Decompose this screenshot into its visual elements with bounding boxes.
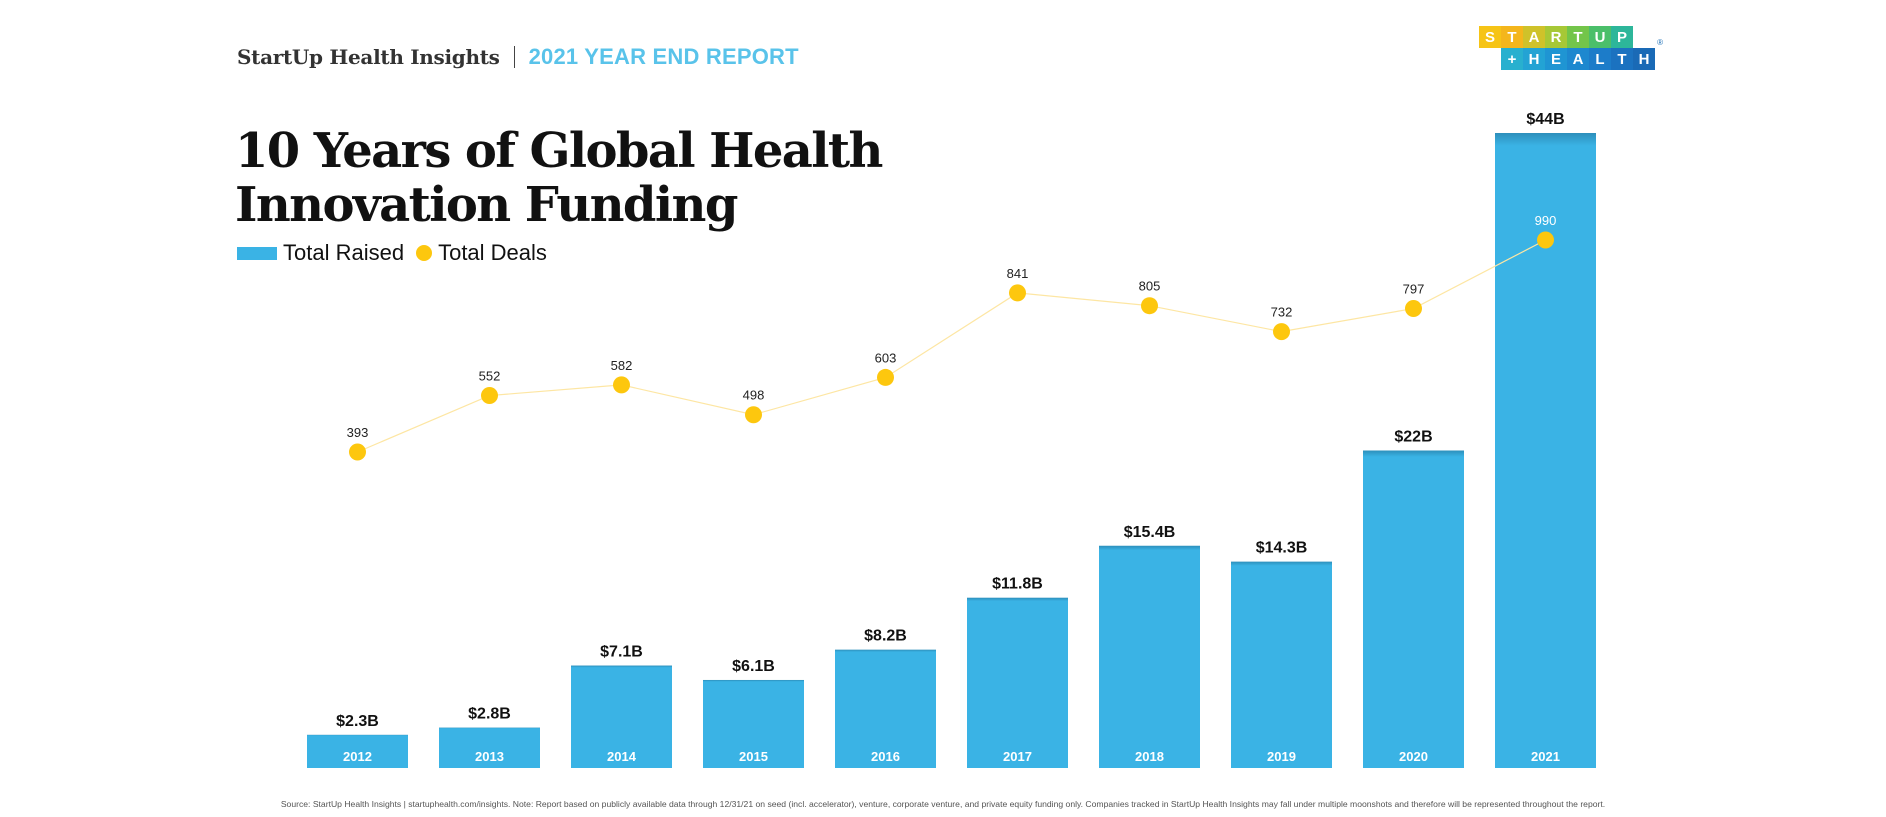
deal-value-label-2020: 797 (1403, 282, 1425, 297)
deal-value-label-2015: 498 (743, 388, 765, 403)
header-separator (513, 46, 515, 68)
deal-value-label-2021: 990 (1535, 213, 1557, 228)
bar-2017 (967, 597, 1068, 768)
deal-value-label-2014: 582 (611, 358, 633, 373)
bar-2020 (1363, 450, 1464, 768)
bar-2013 (439, 727, 540, 768)
bar-2021 (1495, 133, 1596, 768)
bar-2012 (307, 734, 408, 768)
logo-bottom-letter-4: L (1589, 48, 1611, 70)
chart-title-line-1: 10 Years of Global Health (235, 123, 883, 179)
bar-2019 (1231, 561, 1332, 768)
deal-point-2020 (1405, 300, 1422, 318)
x-tick-label-2018: 2018 (1135, 749, 1164, 764)
logo-bottom-letter-0: + (1501, 48, 1523, 70)
deal-point-2019 (1273, 323, 1290, 341)
bar-2018 (1099, 545, 1200, 768)
logo-top-letter-1: T (1501, 26, 1523, 48)
deals-line-layer: 393 552 582 498 603 841 805 732 797 990 (347, 213, 1557, 461)
legend-dot-swatch (416, 245, 433, 261)
bar-value-label-2012: $2.3B (336, 713, 379, 730)
report-header: StartUp Health Insights 2021 YEAR END RE… (237, 40, 799, 74)
logo-bottom-row: + H E A L T H (1501, 48, 1659, 70)
bar-value-label-2017: $11.8B (992, 576, 1043, 593)
deal-point-2018 (1141, 297, 1158, 315)
logo-top-letter-5: U (1589, 26, 1611, 48)
logo-top-letter-0: S (1479, 26, 1501, 48)
bars-layer: $2.3B 2012 $2.8B 2013 $7.1B 2014 $6.1B 2015 $8.2… (307, 111, 1596, 768)
deal-point-2014 (613, 376, 630, 394)
bar-value-label-2016: $8.2B (864, 628, 907, 645)
deal-value-label-2012: 393 (347, 425, 369, 440)
chart-title: 10 Years of Global Health Innovation Fun… (235, 124, 935, 232)
bar-value-label-2013: $2.8B (468, 706, 511, 723)
bar-value-label-2018: $15.4B (1124, 524, 1176, 541)
deal-value-label-2017: 841 (1007, 266, 1029, 281)
brand-name: StartUp Health Insights (237, 45, 500, 69)
logo-bottom-letter-2: E (1545, 48, 1567, 70)
bar-value-label-2021: $44B (1526, 111, 1564, 128)
logo-bottom-letter-1: H (1523, 48, 1545, 70)
logo-bottom-letter-6: H (1633, 48, 1655, 70)
logo-bottom-letter-3: A (1567, 48, 1589, 70)
deal-value-label-2016: 603 (875, 350, 897, 365)
x-tick-label-2019: 2019 (1267, 749, 1296, 764)
chart-legend: Total Raised Total Deals (237, 240, 547, 266)
deal-point-2017 (1009, 284, 1026, 302)
x-tick-label-2016: 2016 (871, 749, 900, 764)
x-tick-label-2017: 2017 (1003, 749, 1032, 764)
deal-point-2012 (349, 443, 366, 461)
deal-value-label-2013: 552 (479, 369, 501, 384)
x-tick-label-2014: 2014 (607, 749, 637, 764)
x-tick-label-2021: 2021 (1531, 749, 1560, 764)
deal-value-label-2018: 805 (1139, 279, 1161, 294)
legend-bar-swatch (237, 246, 277, 260)
x-tick-label-2020: 2020 (1399, 749, 1428, 764)
legend-line-label: Total Deals (438, 240, 547, 265)
deal-point-2021 (1537, 231, 1554, 249)
bar-value-label-2014: $7.1B (600, 644, 643, 661)
deals-line (357, 239, 1546, 453)
deal-point-2015 (745, 406, 762, 424)
x-tick-label-2013: 2013 (475, 749, 504, 764)
deal-point-2016 (877, 368, 894, 386)
logo-top-letter-6: P (1611, 26, 1633, 48)
chart-title-line-2: Innovation Funding (235, 177, 738, 233)
logo-top-letter-3: R (1545, 26, 1567, 48)
deal-value-label-2019: 732 (1271, 305, 1293, 320)
x-tick-label-2015: 2015 (739, 749, 768, 764)
x-tick-label-2012: 2012 (343, 749, 372, 764)
logo-top-letter-4: T (1567, 26, 1589, 48)
logo-registered-mark: ® (1657, 38, 1663, 47)
bar-2015 (703, 679, 804, 768)
logo-bottom-letter-5: T (1611, 48, 1633, 70)
legend-bar-label: Total Raised (283, 240, 405, 265)
logo-top-letter-2: A (1523, 26, 1545, 48)
bar-2014 (571, 665, 672, 768)
report-title: 2021 YEAR END REPORT (528, 44, 799, 69)
bar-2016 (835, 649, 936, 768)
bar-value-label-2020: $22B (1394, 429, 1432, 446)
bar-value-label-2019: $14.3B (1256, 540, 1308, 557)
deal-point-2013 (481, 387, 498, 405)
source-note: Source: StartUp Health Insights | startu… (280, 799, 1606, 809)
bar-value-label-2015: $6.1B (732, 658, 775, 675)
